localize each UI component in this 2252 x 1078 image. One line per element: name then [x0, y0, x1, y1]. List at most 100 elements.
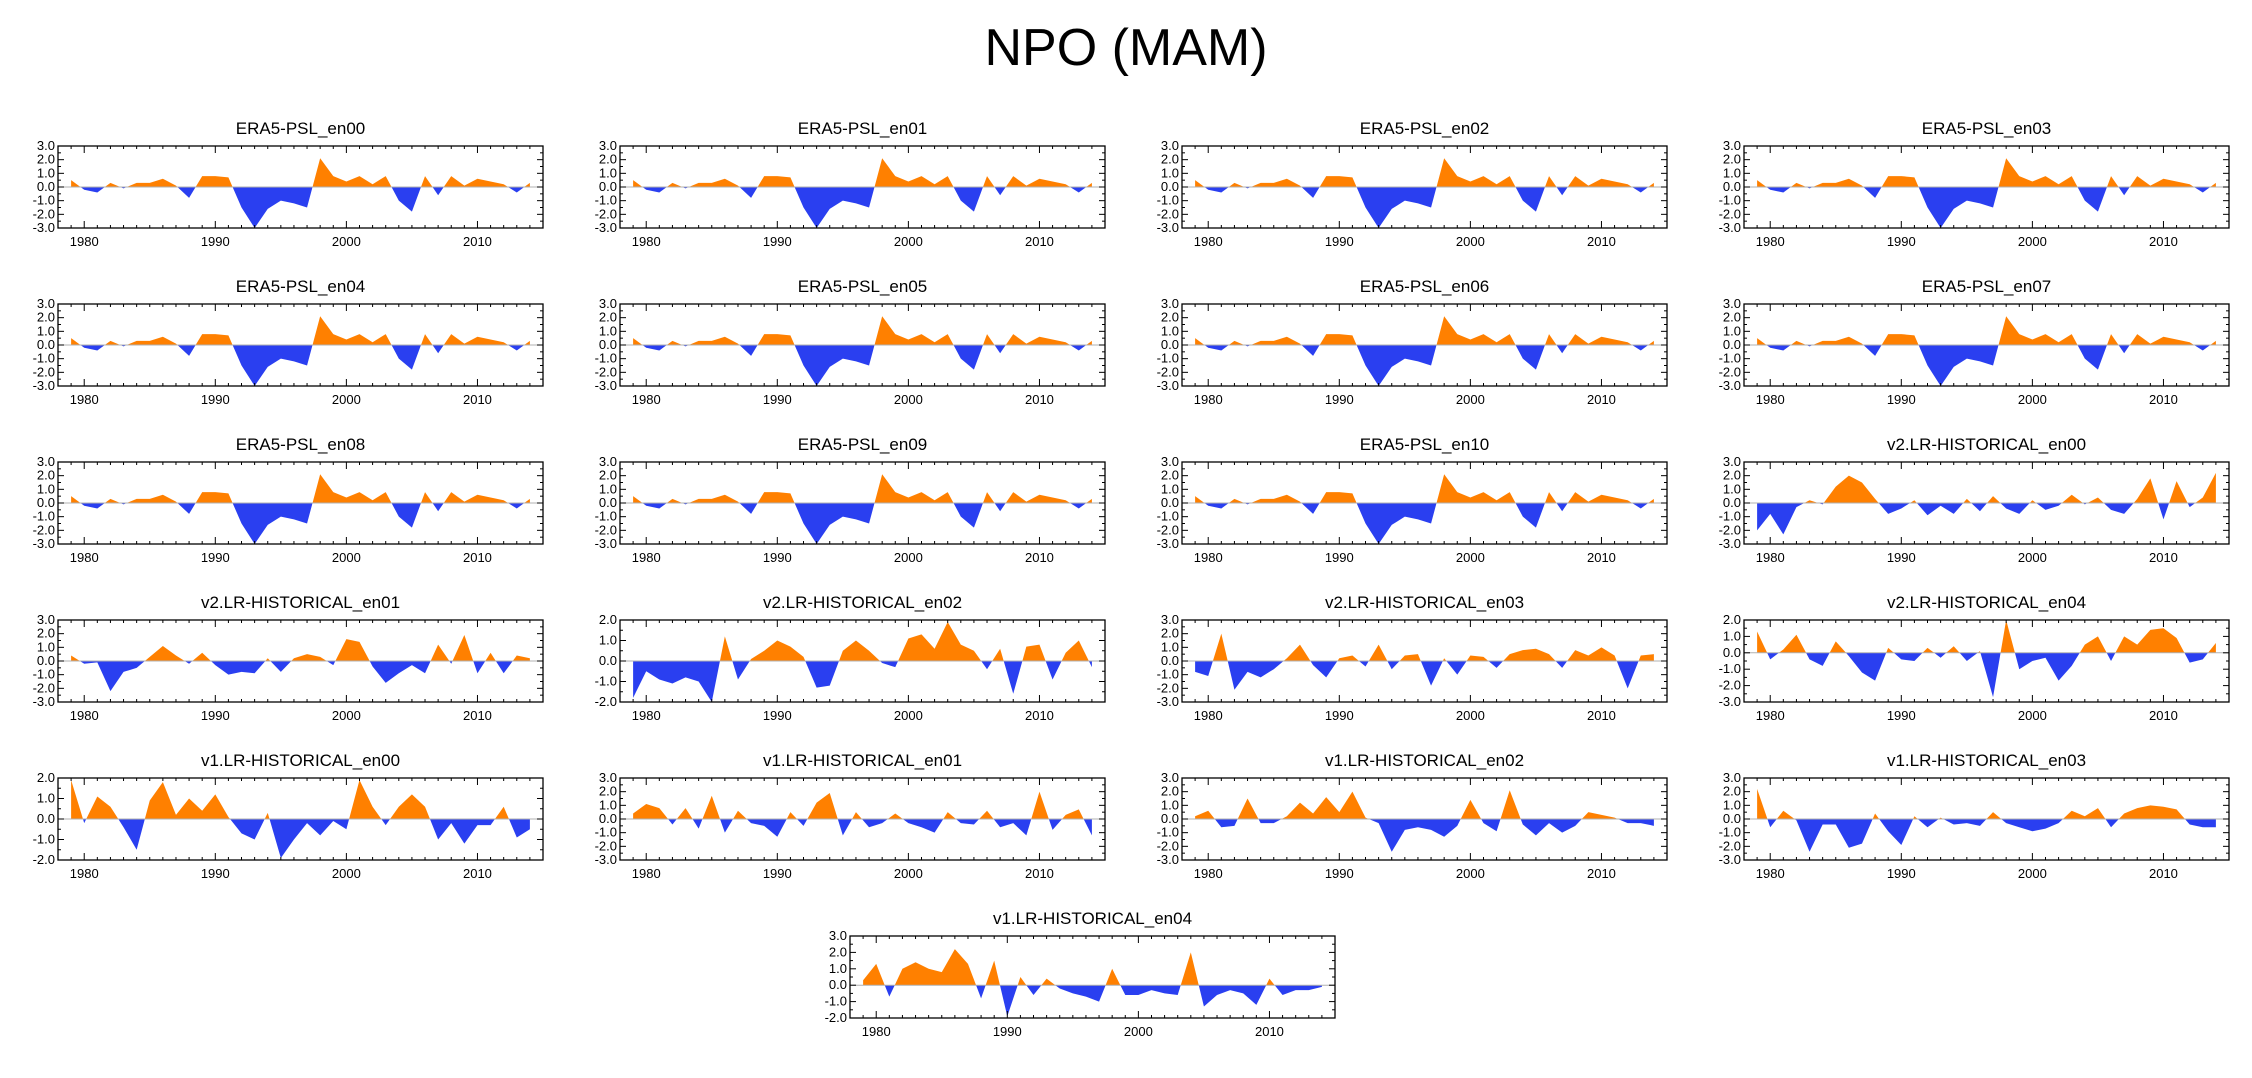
y-tick-label: 1.0: [1161, 165, 1179, 180]
y-tick-label: 0.0: [1161, 811, 1179, 826]
y-tick-label: -3.0: [33, 220, 55, 235]
y-tick-label: -2.0: [595, 206, 617, 221]
chart-panel: v2.LR-HISTORICAL_en04 2.0 1.0 0.0 -1.0 -2.0 -3…: [1686, 590, 2230, 730]
x-tick-label: 1990: [1887, 392, 1916, 407]
x-tick-label: 2010: [1025, 866, 1054, 881]
y-tick-label: -3.0: [1157, 220, 1179, 235]
chart-panel: ERA5-PSL_en07 3.0 2.0 1.0 0.0 -1.0 -2.0 -3.0 198…: [1686, 274, 2230, 414]
panel-title: ERA5-PSL_en05: [798, 277, 927, 296]
positive-area: [71, 474, 530, 503]
plot-group: v2.LR-HISTORICAL_en03 3.02.01.00.0-1.0-2.…: [1157, 593, 1668, 723]
x-tick-label: 2010: [2149, 550, 2178, 565]
y-tick-label: -3.0: [595, 536, 617, 551]
panel-title: ERA5-PSL_en00: [236, 119, 365, 138]
plot-group: v1.LR-HISTORICAL_en03 3.02.01.00.0-1.0-2.…: [1719, 751, 2230, 881]
y-tick-label: 0.0: [599, 495, 617, 510]
positive-area: [633, 791, 1092, 819]
x-tick-label: 2000: [894, 550, 923, 565]
positive-area: [71, 316, 530, 345]
y-tick-label: 1.0: [599, 633, 617, 648]
y-tick-label: 3.0: [1161, 454, 1179, 469]
x-tick-label: 1980: [70, 550, 99, 565]
negative-area: [633, 503, 1092, 544]
y-tick-label: 1.0: [1161, 639, 1179, 654]
y-tick-label: -1.0: [1157, 667, 1179, 682]
x-tick-label: 2010: [2149, 392, 2178, 407]
y-tick-label: -3.0: [1157, 852, 1179, 867]
x-tick-label: 2010: [463, 708, 492, 723]
y-tick-label: 3.0: [1161, 296, 1179, 311]
x-tick-label: 1990: [201, 392, 230, 407]
y-tick-label: -2.0: [1157, 522, 1179, 537]
chart-panel: ERA5-PSL_en08 3.0 2.0 1.0 0.0 -1.0 -2.0 -3.0 198…: [0, 432, 544, 572]
chart-panel: v2.LR-HISTORICAL_en03 3.0 2.0 1.0 0.0 -1.0 -2.…: [1124, 590, 1668, 730]
y-tick-label: -2.0: [595, 364, 617, 379]
x-tick-label: 1990: [1887, 550, 1916, 565]
y-tick-label: -1.0: [33, 667, 55, 682]
x-tick-label: 1980: [70, 234, 99, 249]
y-tick-label: 0.0: [1161, 337, 1179, 352]
positive-area: [1195, 474, 1654, 503]
y-tick-label: 1.0: [599, 323, 617, 338]
panel-svg: v2.LR-HISTORICAL_en01 3.02.01.00.0-1.0-2.…: [33, 593, 544, 723]
plot-group: v2.LR-HISTORICAL_en02 2.0 1.0 0.0 -1.0 -2.0 19…: [595, 593, 1106, 723]
y-tick-label: 0.0: [37, 653, 55, 668]
y-tick-label: 1.0: [1161, 323, 1179, 338]
x-tick-label: 2010: [463, 866, 492, 881]
x-tick-label: 2000: [332, 392, 361, 407]
chart-panel: v1.LR-HISTORICAL_en00 2.0 1.0 0.0 -1.0 -2.0 19…: [0, 748, 544, 888]
panel-svg: ERA5-PSL_en06 3.02.01.00.0-1.0-2.0-3.0 198…: [1157, 277, 1668, 407]
x-tick-label: 1990: [1325, 866, 1354, 881]
x-tick-label: 2000: [1456, 234, 1485, 249]
negative-area: [633, 345, 1092, 386]
x-tick-label: 1980: [862, 1024, 891, 1039]
x-tick-label: 2000: [2018, 392, 2047, 407]
chart-panel: v2.LR-HISTORICAL_en01 3.0 2.0 1.0 0.0 -1.0 -2.…: [0, 590, 544, 730]
y-tick-label: -1.0: [1719, 193, 1741, 208]
panel-svg: v1.LR-HISTORICAL_en04 3.02.0 1.00.0 -1.0-2.…: [825, 909, 1336, 1039]
x-tick-label: 1990: [763, 234, 792, 249]
x-tick-label: 2010: [1587, 392, 1616, 407]
y-tick-label: -3.0: [1719, 536, 1741, 551]
panel-title: ERA5-PSL_en04: [236, 277, 365, 296]
y-tick-label: -1.0: [595, 509, 617, 524]
x-tick-label: 1980: [70, 708, 99, 723]
y-tick-label: -2.0: [1719, 206, 1741, 221]
x-tick-label: 1980: [1194, 392, 1223, 407]
y-tick-label: -2.0: [595, 522, 617, 537]
y-tick-label: 2.0: [1723, 310, 1741, 325]
y-tick-label: -2.0: [1157, 206, 1179, 221]
x-tick-label: 1990: [993, 1024, 1022, 1039]
y-tick-label: 3.0: [599, 138, 617, 153]
x-tick-label: 2000: [2018, 708, 2047, 723]
y-tick-label: 1.0: [1723, 797, 1741, 812]
y-tick-label: 2.0: [599, 468, 617, 483]
chart-panel: ERA5-PSL_en10 3.0 2.0 1.0 0.0 -1.0 -2.0 -3.0 198…: [1124, 432, 1668, 572]
x-tick-label: 1990: [763, 392, 792, 407]
negative-area: [1757, 819, 2216, 852]
y-tick-label: -1.0: [33, 509, 55, 524]
y-tick-label: -1.0: [33, 351, 55, 366]
panel-title: ERA5-PSL_en08: [236, 435, 365, 454]
x-tick-label: 2010: [2149, 708, 2178, 723]
y-tick-label: 2.0: [1161, 784, 1179, 799]
panel-title: ERA5-PSL_en03: [1922, 119, 2051, 138]
y-tick-label: 0.0: [599, 337, 617, 352]
panel-title: ERA5-PSL_en02: [1360, 119, 1489, 138]
panel-title: v2.LR-HISTORICAL_en03: [1325, 593, 1524, 612]
y-tick-label: -2.0: [1719, 678, 1741, 693]
x-tick-label: 1980: [1194, 550, 1223, 565]
y-tick-label: 3.0: [1723, 454, 1741, 469]
y-tick-label: 2.0: [37, 770, 55, 785]
chart-panel: ERA5-PSL_en01 3.0 2.0 1.0 0.0 -1.0 -2.0 -3.0 198…: [562, 116, 1106, 256]
x-tick-label: 1980: [1756, 234, 1785, 249]
x-tick-label: 1990: [201, 708, 230, 723]
chart-panel: v1.LR-HISTORICAL_en03 3.0 2.0 1.0 0.0 -1.0 -2.…: [1686, 748, 2230, 888]
y-tick-label: -2.0: [1157, 680, 1179, 695]
x-tick-label: 2010: [463, 392, 492, 407]
x-tick-label: 1990: [763, 708, 792, 723]
x-tick-label: 1990: [201, 550, 230, 565]
y-tick-label: -2.0: [1157, 364, 1179, 379]
panel-svg: v1.LR-HISTORICAL_en00 2.0 1.0 0.0 -1.0 -2.0 19…: [33, 751, 544, 881]
